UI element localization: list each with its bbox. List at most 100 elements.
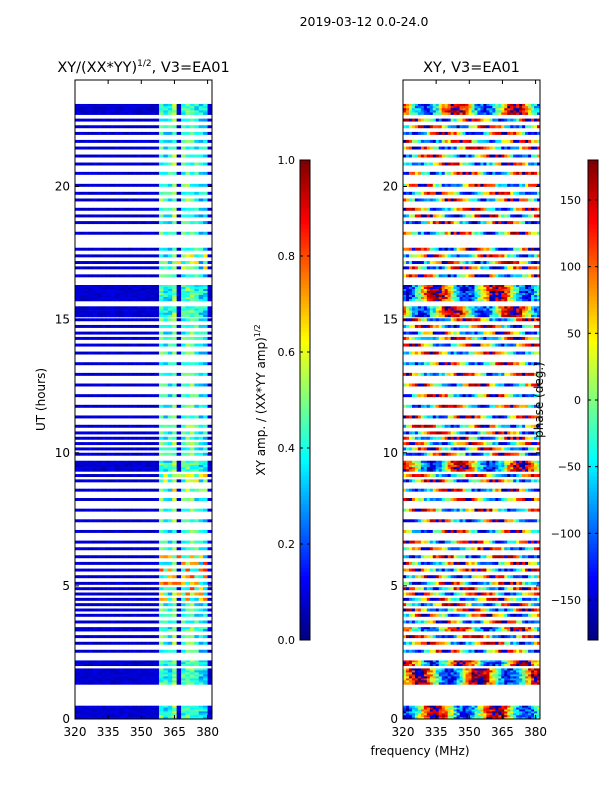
heatmap-cell xyxy=(105,162,111,166)
heatmap-cell xyxy=(185,266,191,270)
heatmap-cell xyxy=(507,678,511,681)
heatmap-cell xyxy=(176,254,182,258)
heatmap-cell xyxy=(110,603,116,607)
heatmap-cell xyxy=(480,627,484,630)
heatmap-cell xyxy=(88,125,94,129)
heatmap-cell xyxy=(128,343,133,347)
heatmap-cell xyxy=(525,668,529,671)
heatmap-cell xyxy=(83,394,89,398)
heatmap-cell xyxy=(459,678,463,681)
heatmap-cell xyxy=(513,709,517,712)
heatmap-cell xyxy=(489,620,493,624)
heatmap-cell xyxy=(136,118,142,122)
heatmap-cell xyxy=(158,715,164,718)
heatmap-cell xyxy=(128,362,133,366)
heatmap-cell xyxy=(158,131,164,135)
heatmap-cell xyxy=(154,183,160,187)
heatmap-cell xyxy=(132,717,138,720)
heatmap-cell xyxy=(97,287,102,290)
heatmap-cell xyxy=(167,106,173,109)
heatmap-cell xyxy=(105,296,111,300)
heatmap-cell xyxy=(145,431,151,435)
heatmap-cell xyxy=(83,662,89,665)
heatmap-cell xyxy=(450,529,454,533)
heatmap-cell xyxy=(176,291,182,294)
heatmap-cell xyxy=(154,705,160,708)
heatmap-cell xyxy=(114,103,120,107)
heatmap-cell xyxy=(154,469,160,472)
heatmap-cell xyxy=(176,383,182,387)
heatmap-cell xyxy=(510,662,514,665)
heatmap-cell xyxy=(132,555,138,559)
heatmap-cell xyxy=(459,581,463,585)
heatmap-cell xyxy=(119,540,124,544)
heatmap-cell xyxy=(181,649,186,653)
heatmap-cell xyxy=(128,529,133,533)
heatmap-cell xyxy=(128,674,133,677)
heatmap-cell xyxy=(167,383,173,387)
heatmap-cell xyxy=(501,581,505,585)
heatmap-cell xyxy=(150,110,155,113)
heatmap-cell xyxy=(477,627,481,630)
heatmap-cell xyxy=(176,306,182,309)
heatmap-cell xyxy=(537,711,541,714)
heatmap-cell xyxy=(203,662,208,665)
heatmap-cell xyxy=(194,613,200,617)
heatmap-cell xyxy=(207,162,213,166)
heatmap-cell xyxy=(531,547,535,551)
heatmap-cell xyxy=(88,118,94,122)
heatmap-cell xyxy=(207,447,213,451)
heatmap-cell xyxy=(492,711,496,714)
heatmap-cell xyxy=(92,649,98,653)
heatmap-cell xyxy=(198,131,204,135)
heatmap-cell xyxy=(145,711,151,714)
heatmap-cell xyxy=(158,112,164,115)
heatmap-cell xyxy=(92,295,98,298)
heatmap-cell xyxy=(405,717,410,720)
heatmap-cell xyxy=(534,555,538,559)
heatmap-cell xyxy=(75,462,80,466)
heatmap-cell xyxy=(75,247,80,251)
heatmap-cell xyxy=(504,540,508,544)
heatmap-cell xyxy=(123,331,129,335)
heatmap-cell xyxy=(123,603,129,607)
heatmap-cell xyxy=(450,674,454,677)
heatmap-cell xyxy=(88,106,94,109)
heatmap-cell xyxy=(163,447,169,451)
heatmap-cell xyxy=(83,467,89,470)
heatmap-cell xyxy=(145,479,151,483)
heatmap-cell xyxy=(537,674,541,677)
heatmap-cell xyxy=(465,705,469,708)
heatmap-cell xyxy=(150,404,155,408)
heatmap-cell xyxy=(185,519,191,523)
heatmap-cell xyxy=(456,635,460,639)
heatmap-cell xyxy=(405,603,410,607)
heatmap-cell xyxy=(110,581,116,585)
heatmap-cell xyxy=(167,221,173,225)
heatmap-cell xyxy=(132,603,138,607)
heatmap-cell xyxy=(185,711,191,714)
heatmap-cell xyxy=(185,285,191,288)
heatmap-cell xyxy=(510,603,514,607)
heatmap-cell xyxy=(145,312,151,316)
heatmap-cell xyxy=(105,676,111,679)
heatmap-cell xyxy=(504,676,508,679)
heatmap-cell xyxy=(181,131,186,135)
heatmap-cell xyxy=(110,479,116,483)
heatmap-cell xyxy=(426,662,431,665)
heatmap-cell xyxy=(189,351,195,355)
heatmap-cell xyxy=(154,146,160,150)
heatmap-cell xyxy=(83,295,89,298)
heatmap-cell xyxy=(181,110,186,113)
heatmap-cell xyxy=(110,324,116,328)
heatmap-cell xyxy=(207,460,213,464)
heatmap-cell xyxy=(456,587,460,591)
heatmap-cell xyxy=(172,668,177,671)
heatmap-cell xyxy=(114,183,120,187)
heatmap-cell xyxy=(519,672,523,675)
heatmap-cell xyxy=(525,649,529,653)
heatmap-cell xyxy=(435,668,440,671)
heatmap-cell xyxy=(176,709,182,712)
heatmap-cell xyxy=(525,660,529,663)
heatmap-cell xyxy=(531,678,535,681)
